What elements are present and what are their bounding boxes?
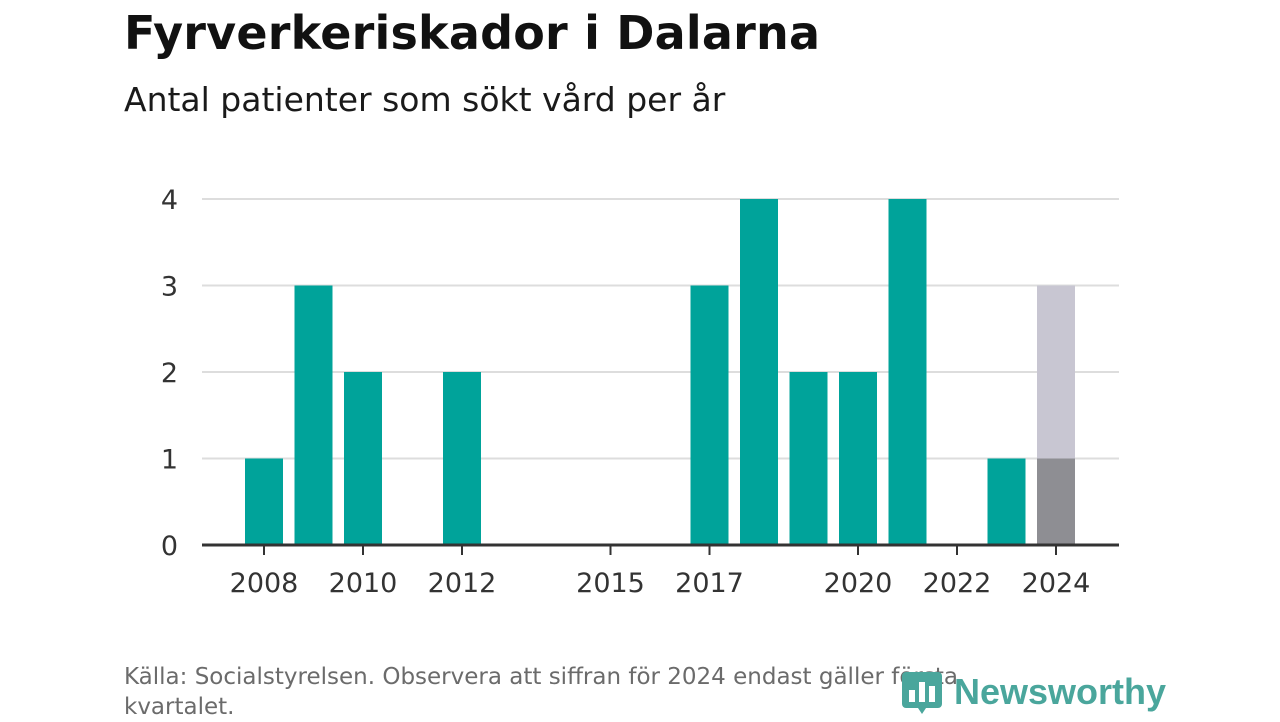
bar — [245, 458, 283, 545]
bars — [245, 199, 1075, 545]
bar-chart-icon — [902, 672, 942, 714]
bar — [839, 372, 877, 545]
x-tick-label: 2008 — [230, 568, 299, 599]
y-tick-label: 4 — [161, 185, 178, 216]
newsworthy-logo: Newsworthy — [900, 668, 1166, 716]
y-tick-label: 1 — [161, 445, 178, 476]
source-note: Källa: Socialstyrelsen. Observera att si… — [124, 664, 958, 720]
x-tick-label: 2015 — [576, 568, 645, 599]
brand-name: Newsworthy — [954, 671, 1167, 712]
bar — [1037, 458, 1075, 545]
y-tick-label: 3 — [161, 272, 178, 303]
bar — [888, 199, 927, 545]
bar — [987, 458, 1026, 545]
bar-chart: 0 1 2 3 4 2008 2010 2012 2015 2017 2020 2022 2024 — [161, 185, 1119, 599]
bar — [344, 372, 382, 545]
bar — [294, 285, 333, 545]
x-tick-label: 2017 — [675, 568, 744, 599]
bar — [740, 199, 778, 545]
y-tick-label: 0 — [161, 531, 178, 562]
x-tick-label: 2012 — [428, 568, 497, 599]
x-tick-label: 2020 — [824, 568, 893, 599]
grid-lines — [202, 198, 1119, 460]
bar — [690, 285, 729, 545]
x-tick-label: 2022 — [923, 568, 992, 599]
chart-title: Fyrverkeriskador i Dalarna — [124, 6, 821, 60]
bar — [789, 372, 828, 545]
y-tick-label: 2 — [161, 358, 178, 389]
bar — [443, 372, 481, 545]
axes: 0 1 2 3 4 2008 2010 2012 2015 2017 2020 2022 2024 — [161, 185, 1119, 599]
chart-subtitle: Antal patienter som sökt vård per år — [124, 80, 726, 119]
x-tick-label: 2024 — [1022, 568, 1091, 599]
x-tick-label: 2010 — [329, 568, 398, 599]
